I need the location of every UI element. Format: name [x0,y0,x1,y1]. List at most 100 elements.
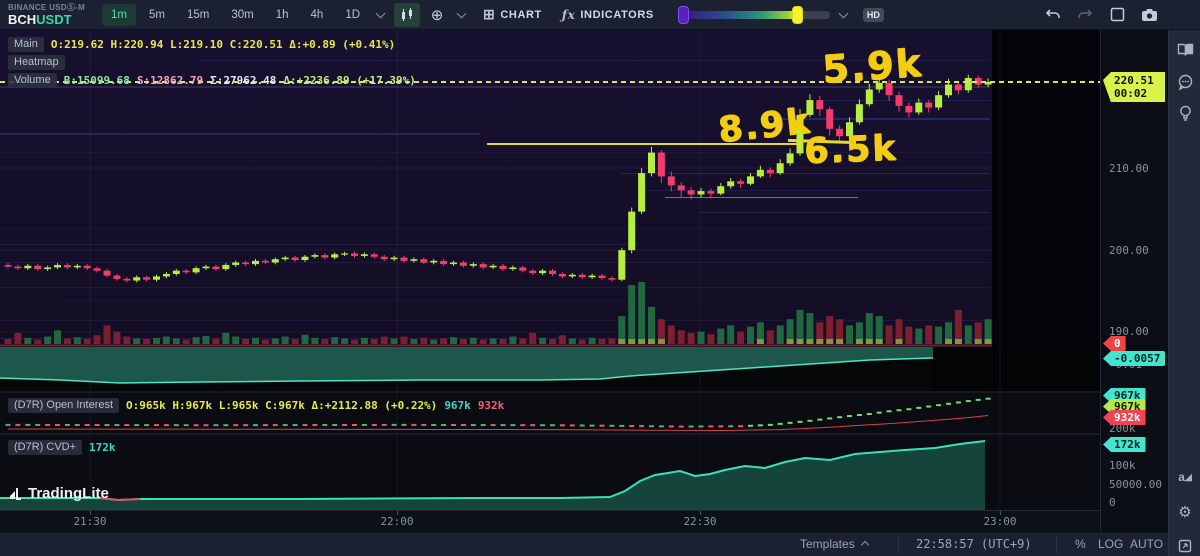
indicators-button[interactable]: ƒx INDICATORS [562,8,654,22]
hd-badge[interactable]: HD [862,7,884,22]
time-tick [90,511,91,515]
chart-button[interactable]: ⊞ CHART [483,6,542,23]
scale-mode-log[interactable]: LOG [1098,537,1124,551]
heatmap-gradient-slider[interactable] [677,5,830,24]
right-sidebar: a ◢ ⚙ [1168,30,1200,556]
top-toolbar: BINANCE USDⓈ-M BCHUSDT 1m 5m 15m 30m 1h 4h 1D … [0,0,1200,30]
tradinglite-logo-icon [10,487,21,500]
grid-icon: ⊞ [483,6,496,22]
heatmap-streak [760,118,990,120]
web-icon: ⊕ [430,6,444,24]
ideas-lightbulb-icon[interactable] [1176,104,1194,122]
gradient-min-handle[interactable] [677,5,689,24]
main-indicator-row: Main O:219.62 H:220.94 L:219.10 C:220.51… [8,37,402,52]
timeframe-1D[interactable]: 1D [345,8,361,21]
drawn-annotation-5.9k[interactable]: 5.9k [820,40,925,92]
tradinglite-watermark: TradingLite [8,485,109,502]
oi-indicator-row: (D7R) Open Interest O:965k H:967k L:965k… [8,398,511,413]
status-bar: Templates 22:58:57 (UTC+9) % LOG AUTO [0,532,1168,556]
timeframe-1h[interactable]: 1h [275,8,289,21]
timeframe-group: 1m 5m 15m 30m 1h 4h 1D [100,0,371,30]
chart-style-button[interactable] [394,2,421,27]
drawn-annotation-6.5k[interactable]: 6.5k [803,128,898,172]
heatmap-streak [60,300,640,301]
heatmap-streak [0,133,480,135]
timeframe-15m[interactable]: 15m [186,8,210,21]
heatmap-streak [0,287,990,288]
cvd-chip[interactable]: (D7R) CVD+ [8,440,83,455]
last-price-dashed-line [0,81,1100,83]
price-tick-210.00: 210.00 [1109,162,1149,175]
toolbar-right-group [1044,6,1158,24]
cvd-indicator-row: (D7R) CVD+ 172k [8,440,123,455]
main-chip[interactable]: Main [8,37,44,52]
timeframe-30m[interactable]: 30m [231,8,254,21]
candlestick-chart [0,30,1100,510]
axis-badge-0: 0 [1103,336,1126,351]
chart-plot-area[interactable]: Main O:219.62 H:220.94 L:219.10 C:220.51… [0,30,1100,510]
exchange-label: BINANCE USDⓈ-M [8,2,86,12]
fx-icon: ƒx [561,7,576,22]
font-size-icon[interactable]: a ◢ [1178,470,1192,484]
redo-button[interactable] [1076,6,1094,24]
source-chevron-icon[interactable] [456,8,467,18]
symbol-block[interactable]: BINANCE USDⓈ-M BCHUSDT [8,2,100,26]
open-interest-panel-background [0,392,1100,434]
teal-level-line[interactable] [665,197,858,198]
drawn-yellow-ray[interactable] [487,143,800,145]
future-area-mid [933,347,1100,392]
scale-mode-%[interactable]: % [1075,537,1086,551]
heatmap-streak [200,60,990,61]
heatmap-streak [820,100,990,101]
price-tick-50000.00: 50000.00 [1109,478,1162,491]
axis-badge--0.0057: -0.0057 [1103,351,1166,366]
gradient-chevron-icon[interactable] [838,8,849,18]
clock-label[interactable]: 22:58:57 (UTC+9) [916,537,1032,551]
price-axis[interactable]: 210.00200.00190.00-0.01200k150k100k50000… [1100,30,1168,532]
heatmap-streak [0,244,640,245]
layout-frame-button[interactable] [1108,6,1126,24]
scale-mode-auto[interactable]: AUTO [1130,537,1164,551]
timeframe-5m[interactable]: 5m [148,8,165,21]
heatmap-chip[interactable]: Heatmap [8,55,65,70]
time-label-21:30: 21:30 [73,515,107,528]
heatmap-streak [700,212,990,213]
heatmap-indicator-row: Heatmap [8,55,65,70]
axis-badge-932k: 932k [1103,410,1146,425]
chart-button-label: CHART [500,8,542,21]
chat-icon[interactable] [1176,73,1194,91]
undo-button[interactable] [1044,6,1062,24]
gradient-max-handle[interactable] [791,5,803,24]
wiki-book-icon[interactable] [1176,41,1194,59]
heatmap-source-button[interactable]: ⊕ [424,3,450,27]
oi-values: O:965k H:967k L:965k C:967k Δ:+2112.88 (… [126,399,505,412]
price-tick-190.00: 190.00 [1109,325,1149,338]
volume-chip[interactable]: Volume [8,73,57,88]
fullscreen-icon[interactable] [1176,537,1194,555]
settings-gear-icon[interactable]: ⚙ [1178,504,1192,521]
timeframe-4h[interactable]: 4h [310,8,324,21]
time-tick [397,511,398,515]
current-price-badge: 220.51 00:02 [1103,72,1165,103]
candlestick-icon [402,7,413,21]
timeframe-1m[interactable]: 1m [102,3,136,26]
heatmap-streak [0,86,990,88]
volume-values: B:15099.68 S:12862.79 Σ:27962.48 Δ:+2236.89… [63,74,416,87]
time-label-22:00: 22:00 [380,515,414,528]
heatmap-streak [640,190,990,191]
templates-chevron-icon [860,540,869,550]
price-tick-200.00: 200.00 [1109,244,1149,257]
cvd-values: 172k [89,441,116,454]
price-tick-0: 0 [1109,496,1116,509]
templates-button[interactable]: Templates [800,537,869,551]
price-tick-200k: 200k [1109,422,1136,435]
oi-chip[interactable]: (D7R) Open Interest [8,398,120,413]
heatmap-streak [0,262,990,263]
timeframe-more-chevron-icon[interactable] [375,8,386,18]
time-tick [700,511,701,515]
time-label-22:30: 22:30 [683,515,717,528]
screenshot-camera-button[interactable] [1140,6,1158,24]
time-axis[interactable]: 21:30 22:00 22:30 23:00 [0,510,1168,532]
main-ohlc-values: O:219.62 H:220.94 L:219.10 C:220.51 Δ:+0… [50,38,396,51]
